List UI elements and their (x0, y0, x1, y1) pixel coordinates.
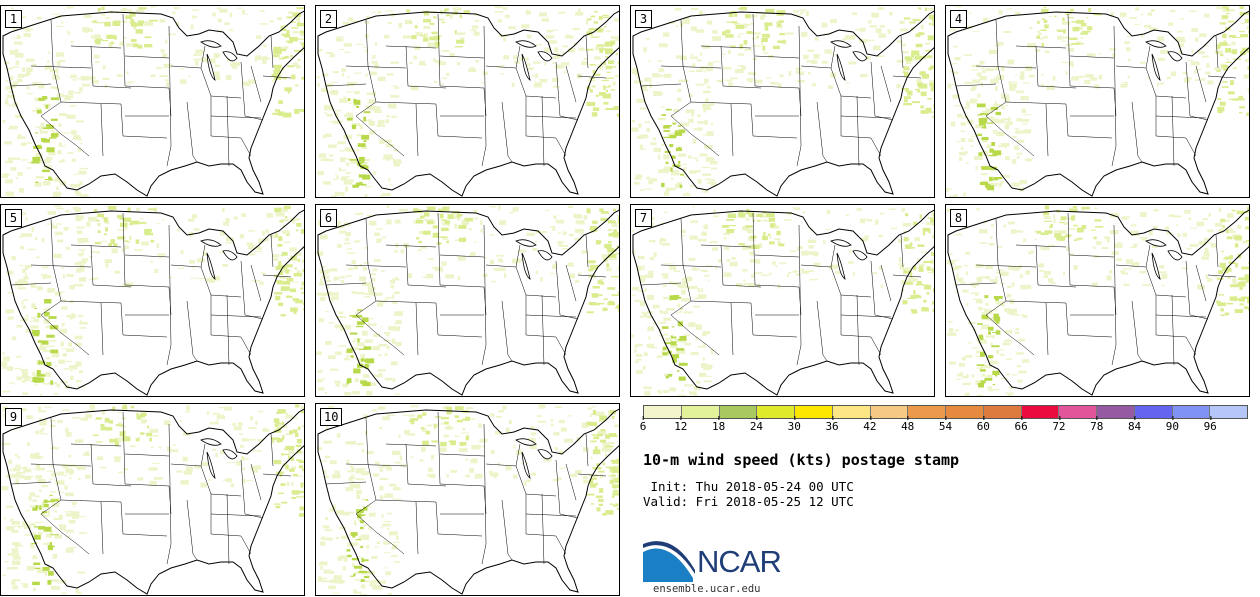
usa-map (631, 205, 934, 396)
map-panel-5: 5 (0, 204, 305, 397)
country-outline (947, 209, 1249, 396)
ncar-swoosh-icon (643, 541, 695, 582)
country-outline (632, 209, 934, 396)
map-panel-6: 6 (315, 204, 620, 397)
colorbar-tick: 66 (1014, 416, 1028, 433)
colorbar-segment (1134, 406, 1173, 418)
wind-field (946, 205, 1249, 396)
colorbar-segment (795, 406, 833, 418)
init-time: Init: Thu 2018-05-24 00 UTC (643, 479, 854, 494)
panel-label: 5 (5, 209, 22, 227)
wind-field (317, 404, 619, 595)
map-panel-7: 7 (630, 204, 935, 397)
colorbar-segment (644, 406, 682, 418)
country-outline (2, 209, 304, 396)
country-outline (2, 408, 304, 595)
usa-map (316, 6, 619, 197)
panel-label: 7 (635, 209, 652, 227)
wind-field (1, 404, 304, 595)
wind-field (631, 205, 934, 396)
usa-map (1, 205, 304, 396)
colorbar-segment (870, 406, 909, 418)
wind-field (946, 6, 1249, 197)
colorbar-tick: 78 (1090, 416, 1104, 433)
colorbar-tick: 42 (863, 416, 877, 433)
colorbar-tick: 90 (1165, 416, 1179, 433)
colorbar-tick: 36 (825, 416, 839, 433)
country-outline (2, 10, 304, 197)
colorbar-segment (983, 406, 1022, 418)
colorbar-tick: 18 (712, 416, 726, 433)
colorbar-tick: 72 (1052, 416, 1066, 433)
colorbar-tick: 96 (1203, 416, 1217, 433)
colorbar-tick: 84 (1127, 416, 1142, 433)
plot-title: 10-m wind speed (kts) postage stamp (643, 451, 960, 469)
usa-map (317, 404, 619, 595)
valid-time: Valid: Fri 2018-05-25 12 UTC (643, 494, 854, 509)
colorbar-segment (908, 406, 946, 418)
usa-map (946, 205, 1249, 396)
colorbar-segment (946, 406, 984, 418)
colorbar-segment (1097, 406, 1135, 418)
colorbar-segment (1021, 406, 1060, 418)
map-panel-1: 1 (0, 5, 305, 198)
country-outline (632, 10, 934, 197)
panel-label: 3 (635, 10, 652, 28)
panel-label: 6 (320, 209, 337, 227)
country-outline (317, 408, 619, 595)
colorbar-tick-labels: 6 12 18 24 30 36 42 48 54 60 66 72 78 84 90 96 (639, 416, 1248, 440)
usa-map (1, 6, 304, 197)
colorbar-tick: 60 (976, 416, 990, 433)
map-panel-3: 3 (630, 5, 935, 198)
usa-map (316, 205, 619, 396)
usa-map (946, 6, 1249, 197)
map-panel-9: 9 (0, 403, 305, 596)
colorbar-segment (757, 406, 795, 418)
ncar-logo-text: NCAR (697, 544, 782, 579)
country-outline (317, 10, 619, 197)
wind-field (316, 6, 619, 197)
colorbar-segment (1172, 406, 1211, 418)
wind-field (316, 205, 619, 396)
colorbar-segment (1059, 406, 1097, 418)
colorbar-segment (681, 406, 720, 418)
colorbar-tick: 24 (749, 416, 764, 433)
wind-field (1, 6, 304, 197)
colorbar-segment (832, 406, 871, 418)
panel-label: 1 (5, 10, 22, 28)
country-outline (317, 209, 619, 396)
panel-label: 10 (320, 408, 343, 426)
map-panel-2: 2 (315, 5, 620, 198)
panel-label: 9 (5, 408, 22, 426)
colorbar-tick: 48 (901, 416, 915, 433)
colorbar (643, 405, 1248, 419)
usa-map (1, 404, 304, 595)
map-panel-10: 10 (315, 403, 620, 596)
panel-label: 4 (950, 10, 967, 28)
country-outline (947, 10, 1249, 197)
panel-label: 2 (320, 10, 337, 28)
colorbar-segment (719, 406, 758, 418)
wind-field (631, 6, 934, 196)
colorbar-tick: 6 (639, 416, 647, 433)
colorbar-segment (1210, 406, 1247, 418)
colorbar-tick: 30 (787, 416, 801, 433)
usa-map (631, 6, 934, 197)
wind-field (1, 205, 304, 396)
ncar-logo: NCAR ensemble.ucar.edu (643, 540, 803, 596)
colorbar-tick: 54 (938, 416, 953, 433)
map-panel-4: 4 (945, 5, 1250, 198)
map-panel-8: 8 (945, 204, 1250, 397)
colorbar-tick: 12 (674, 416, 688, 433)
panel-label: 8 (950, 209, 967, 227)
ncar-url: ensemble.ucar.edu (653, 583, 761, 595)
